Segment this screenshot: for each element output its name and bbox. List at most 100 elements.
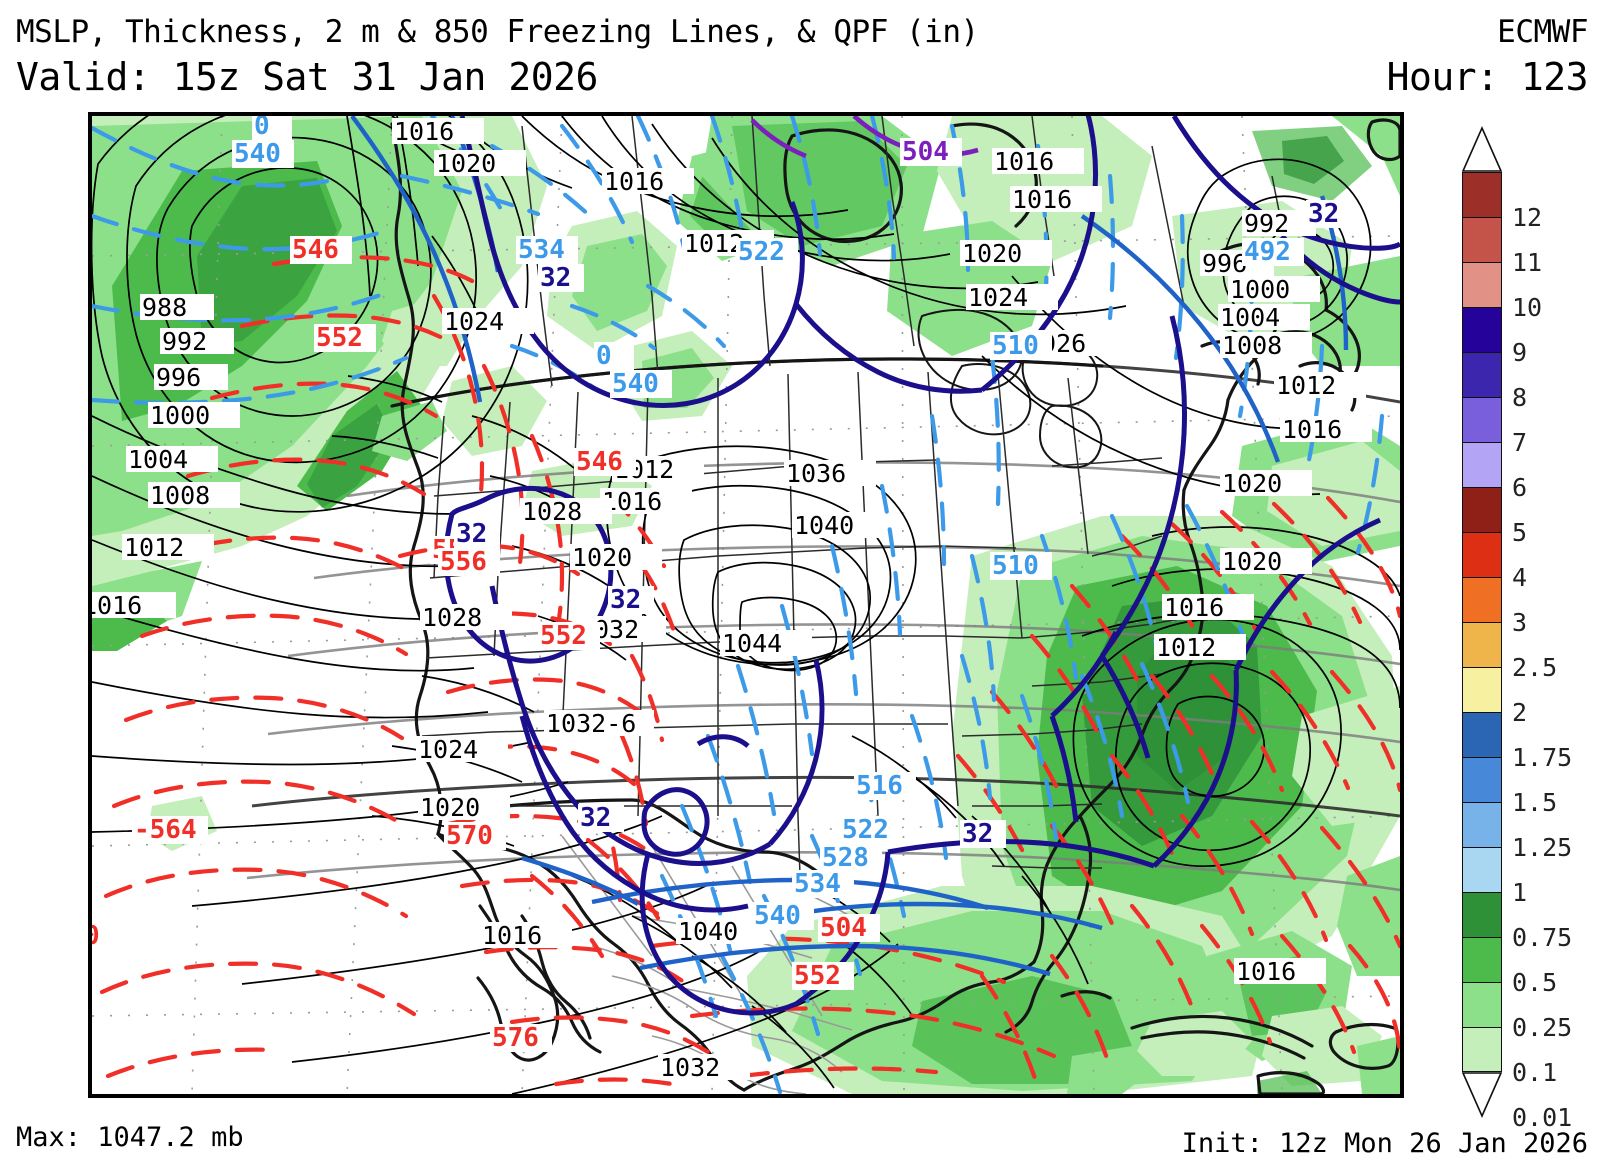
svg-text:1016: 1016	[1164, 593, 1224, 622]
svg-text:504: 504	[820, 913, 867, 943]
svg-text:1036: 1036	[786, 459, 846, 488]
svg-text:552: 552	[540, 621, 587, 651]
colorbar-swatch	[1462, 892, 1502, 937]
svg-text:1016: 1016	[994, 147, 1054, 176]
svg-text:1040: 1040	[678, 917, 738, 946]
colorbar-tick: 1.25	[1512, 833, 1573, 862]
svg-text:1016: 1016	[394, 117, 454, 146]
svg-text:32: 32	[1308, 199, 1339, 229]
colorbar-tick: 11	[1512, 248, 1543, 277]
colorbar-swatch	[1462, 532, 1502, 577]
svg-text:1032-6: 1032-6	[546, 709, 636, 738]
svg-text:522: 522	[842, 815, 889, 845]
colorbar-tick: 0.5	[1512, 968, 1558, 997]
model-name-label: ECMWF	[1497, 14, 1588, 50]
colorbar-bottom-arrow	[1462, 1072, 1502, 1118]
svg-text:528: 528	[822, 843, 869, 873]
svg-text:32: 32	[456, 519, 487, 549]
colorbar-swatch	[1462, 577, 1502, 622]
chart-title: MSLP, Thickness, 2 m & 850 Freezing Line…	[16, 14, 979, 50]
svg-text:1012: 1012	[1156, 633, 1216, 662]
svg-text:992: 992	[162, 327, 207, 356]
colorbar-swatch	[1462, 442, 1502, 487]
colorbar-swatch	[1462, 217, 1502, 262]
init-time-label: Init: 12z Mon 26 Jan 2026	[1181, 1128, 1588, 1159]
colorbar-tick: 10	[1512, 293, 1543, 322]
svg-text:1000: 1000	[150, 401, 210, 430]
svg-text:546: 546	[576, 447, 623, 477]
svg-text:1032: 1032	[660, 1053, 720, 1082]
svg-text:510: 510	[992, 551, 1039, 581]
colorbar-swatch	[1462, 622, 1502, 667]
colorbar-tick: 0.75	[1512, 923, 1573, 952]
colorbar-tick: 2.5	[1512, 653, 1558, 682]
svg-text:1040: 1040	[794, 511, 854, 540]
svg-text:32: 32	[580, 803, 611, 833]
weather-map[interactable]: .cst{fill:none;stroke:#151515;stroke-wid…	[88, 112, 1404, 1098]
svg-text:0: 0	[596, 341, 612, 371]
svg-text:1008: 1008	[150, 481, 210, 510]
svg-text:1008: 1008	[1222, 331, 1282, 360]
colorbar-tick: 1	[1512, 878, 1528, 907]
svg-text:540: 540	[754, 901, 801, 931]
svg-text:546: 546	[292, 235, 339, 265]
colorbar-swatch	[1462, 1027, 1502, 1072]
colorbar-swatch	[1462, 262, 1502, 307]
svg-text:534: 534	[794, 869, 841, 899]
svg-text:552: 552	[794, 961, 841, 991]
colorbar-swatch	[1462, 352, 1502, 397]
svg-text:1020: 1020	[962, 239, 1022, 268]
colorbar-top-arrow	[1462, 126, 1502, 172]
svg-text:492: 492	[1244, 237, 1291, 267]
colorbar-swatch	[1462, 397, 1502, 442]
svg-text:032: 032	[594, 615, 639, 644]
qpf-colorbar[interactable]: 12 11 10 9 8 7 6 5 4 3 2.5 2 1.75 1.5 1.25 1 0.75 0.5 0.25…	[1458, 112, 1602, 1132]
contour-labels: 988 992 996 1000 1004 1008 1012 1016 101…	[92, 116, 1372, 1082]
forecast-hour-label: Hour: 123	[1386, 55, 1589, 99]
chart-header: MSLP, Thickness, 2 m & 850 Freezing Line…	[0, 0, 1602, 112]
svg-text:1016: 1016	[602, 487, 662, 516]
colorbar-tick: 12	[1512, 203, 1543, 232]
max-mslp-label: Max: 1047.2 mb	[16, 1122, 244, 1153]
svg-text:32: 32	[610, 585, 641, 615]
colorbar-swatch	[1462, 667, 1502, 712]
colorbar-tick: 1.5	[1512, 788, 1558, 817]
svg-text:1012: 1012	[124, 533, 184, 562]
svg-text:0: 0	[254, 116, 270, 141]
svg-text:516: 516	[856, 771, 903, 801]
colorbar-swatch	[1462, 712, 1502, 757]
svg-text:996: 996	[1202, 249, 1247, 278]
chart-footer: Max: 1047.2 mb Init: 12z Mon 26 Jan 2026	[0, 1098, 1602, 1159]
svg-text:1016: 1016	[604, 167, 664, 196]
colorbar-tick: 9	[1512, 338, 1528, 367]
colorbar-tick: 7	[1512, 428, 1528, 457]
svg-text:1020: 1020	[572, 543, 632, 572]
svg-text:522: 522	[738, 237, 785, 267]
colorbar-swatch	[1462, 802, 1502, 847]
svg-text:576: 576	[492, 1023, 539, 1053]
colorbar-swatches	[1462, 172, 1502, 1072]
colorbar-swatch	[1462, 172, 1502, 217]
map-canvas: .cst{fill:none;stroke:#151515;stroke-wid…	[92, 116, 1400, 1094]
freezing-line-2m-layer	[443, 116, 1400, 1016]
colorbar-tick: 0.1	[1512, 1058, 1558, 1087]
colorbar-swatch	[1462, 847, 1502, 892]
svg-text:510: 510	[992, 331, 1039, 361]
colorbar-tick: 6	[1512, 473, 1528, 502]
svg-text:1012: 1012	[684, 229, 744, 258]
svg-text:1000: 1000	[1230, 275, 1290, 304]
svg-text:1016: 1016	[1282, 415, 1342, 444]
colorbar-tick: 3	[1512, 608, 1528, 637]
svg-text:1024: 1024	[444, 307, 504, 336]
colorbar-tick: 2	[1512, 698, 1528, 727]
svg-text:1004: 1004	[128, 445, 188, 474]
valid-time-label: Valid: 15z Sat 31 Jan 2026	[16, 55, 598, 99]
svg-text:1004: 1004	[1220, 303, 1280, 332]
svg-text:1028: 1028	[422, 603, 482, 632]
colorbar-swatch	[1462, 757, 1502, 802]
svg-text:-564: -564	[134, 815, 197, 845]
svg-text:556: 556	[440, 547, 487, 577]
svg-text:1016: 1016	[1236, 957, 1296, 986]
svg-text:540: 540	[612, 369, 659, 399]
svg-text:552: 552	[316, 323, 363, 353]
